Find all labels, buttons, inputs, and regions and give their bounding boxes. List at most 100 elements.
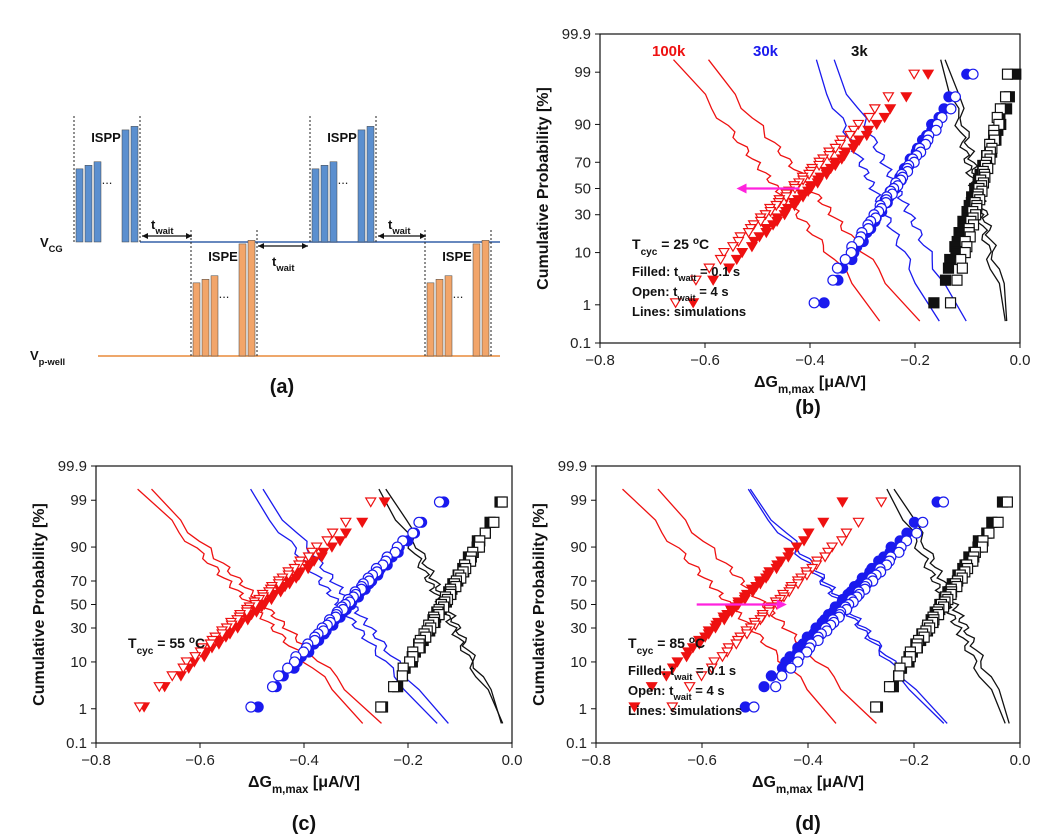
y-tick-label: 10 <box>70 654 87 671</box>
data-point <box>852 517 865 528</box>
y-tick-label: 99.9 <box>58 458 87 475</box>
note-open: Open: twait = 4 s <box>628 683 725 702</box>
data-point <box>949 91 962 103</box>
data-point <box>748 701 760 713</box>
ispp-ellipsis: ... <box>102 172 113 187</box>
data-point <box>326 528 339 539</box>
data-point <box>683 682 696 693</box>
data-point <box>716 652 729 663</box>
twait-label: twait <box>388 217 411 236</box>
data-point <box>1001 496 1013 508</box>
ispp-label: ISPP <box>327 130 357 145</box>
data-point <box>797 536 811 547</box>
ispp-pulse <box>357 129 366 243</box>
y-tick-label: 99 <box>70 492 87 509</box>
x-axis-label: ΔGm,max [μA/V] <box>248 774 360 796</box>
twait-arrow-head <box>258 243 264 249</box>
data-point <box>863 112 876 124</box>
panel-label: (c) <box>292 813 316 835</box>
data-point <box>945 103 957 115</box>
data-point <box>808 297 820 309</box>
y-tick-label: 99.9 <box>558 458 587 475</box>
data-point <box>189 652 202 663</box>
data-point <box>669 298 682 309</box>
data-point <box>707 275 720 286</box>
twait-arrow-head <box>302 243 308 249</box>
x-tick-label: −0.8 <box>581 752 611 769</box>
data-point <box>689 275 702 286</box>
data-point <box>333 536 347 547</box>
y-tick-label: 50 <box>574 181 591 198</box>
data-point <box>770 681 782 693</box>
ispp-pulse <box>130 126 139 243</box>
data-point <box>776 670 788 682</box>
simulation-line <box>893 488 1010 724</box>
x-tick-label: −0.4 <box>289 752 319 769</box>
data-point <box>695 671 708 682</box>
ispp-pulse <box>366 126 375 243</box>
twait-arrow-head <box>186 233 192 239</box>
y-tick-label: 30 <box>570 620 587 637</box>
ispe-pulse <box>238 243 247 357</box>
vpwell-label: Vp-well <box>30 348 65 367</box>
ispp-pulse <box>75 168 84 243</box>
data-point <box>922 69 935 80</box>
data-point <box>666 702 679 713</box>
y-tick-label: 99 <box>574 64 591 81</box>
data-point <box>404 656 416 668</box>
data-point <box>714 254 727 266</box>
data-point <box>967 68 979 80</box>
vcg-label: VCG <box>40 235 63 254</box>
ispe-ellipsis: ... <box>219 286 230 301</box>
y-tick-label: 70 <box>570 573 587 590</box>
data-point <box>174 671 187 682</box>
data-point <box>375 701 387 713</box>
data-point <box>901 656 913 668</box>
data-point <box>166 671 179 682</box>
y-tick-label: 70 <box>70 573 87 590</box>
x-tick-label: −0.2 <box>393 752 423 769</box>
data-point <box>302 552 315 563</box>
data-point <box>680 652 693 663</box>
ispp-pulse <box>121 129 130 243</box>
ispp-ellipsis: ... <box>338 172 349 187</box>
twait-arrow-head <box>142 233 148 239</box>
ispp-label: ISPP <box>91 130 121 145</box>
data-point <box>742 227 755 239</box>
data-point <box>325 542 338 553</box>
data-point <box>364 497 377 508</box>
data-point <box>817 517 830 528</box>
data-point <box>911 527 923 539</box>
data-point <box>999 91 1012 103</box>
y-tick-label: 1 <box>79 701 87 718</box>
data-point <box>875 497 888 508</box>
x-tick-label: −0.8 <box>81 752 111 769</box>
data-point <box>884 104 897 115</box>
data-point <box>321 536 334 547</box>
y-tick-label: 0.1 <box>66 735 87 752</box>
y-axis-label: Cumulative Probability [%] <box>531 503 548 706</box>
data-point <box>951 274 963 286</box>
ispe-pulse <box>247 240 256 357</box>
data-point <box>765 670 777 682</box>
note-filled: Filled: twait = 0.1 s <box>632 264 740 283</box>
data-point <box>908 69 921 80</box>
data-point <box>792 656 804 668</box>
data-point <box>339 517 352 528</box>
legend-100k: 100k <box>652 43 686 60</box>
x-tick-label: −0.2 <box>900 352 930 369</box>
data-point <box>708 657 721 668</box>
data-point <box>645 682 658 693</box>
ispe-pulse <box>201 279 210 357</box>
data-point <box>310 542 323 553</box>
data-point <box>845 246 857 259</box>
y-tick-label: 90 <box>574 116 591 133</box>
y-tick-label: 30 <box>70 620 87 637</box>
x-tick-label: −0.4 <box>793 752 823 769</box>
data-point <box>723 263 736 274</box>
ispp-pulse <box>320 165 329 243</box>
ispp-pulse <box>329 161 338 243</box>
x-axis-label: ΔGm,max [μA/V] <box>754 374 866 396</box>
data-point <box>882 92 895 103</box>
ispe-label: ISPE <box>208 249 238 264</box>
